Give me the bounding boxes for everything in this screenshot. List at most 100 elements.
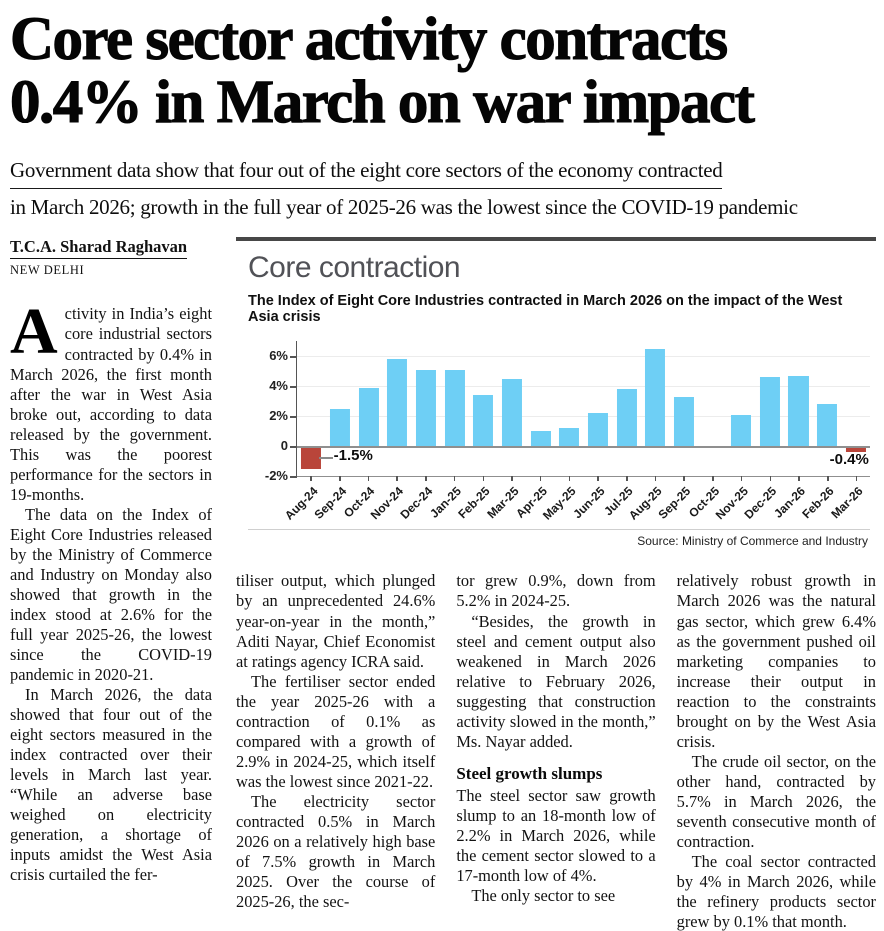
x-axis-tick bbox=[339, 476, 341, 482]
x-axis-tick-slot bbox=[640, 476, 669, 482]
chart-plot: -1.5% -0.4% 6% 4% 2% 0 -2% bbox=[265, 341, 870, 483]
x-axis-tick-slot bbox=[841, 476, 870, 482]
x-axis-tick bbox=[482, 476, 485, 482]
x-axis-tick-slot bbox=[583, 476, 612, 482]
annotation-last-bar: -0.4% bbox=[829, 451, 869, 469]
y-axis-tick bbox=[290, 386, 297, 388]
x-axis-tick-slot bbox=[554, 476, 583, 482]
gridline bbox=[297, 446, 870, 448]
headline-line-1: Core sector activity contracts bbox=[9, 6, 728, 73]
bar-Apr-25 bbox=[530, 431, 551, 447]
bar-slot bbox=[841, 341, 870, 476]
x-axis-label-slot: Mar-26 bbox=[828, 481, 870, 527]
x-axis-tick bbox=[683, 476, 685, 482]
bar-Mar-25 bbox=[501, 378, 522, 447]
x-axis-tick bbox=[396, 476, 398, 482]
bar-Dec-25 bbox=[759, 377, 780, 447]
bar-slot bbox=[756, 341, 785, 476]
x-axis-tick-slot bbox=[382, 476, 411, 482]
article-column-3: tor grew 0.9%, down from 5.2% in 2024-25… bbox=[456, 571, 655, 931]
bar-Nov-25 bbox=[731, 414, 752, 447]
article-paragraph: The only sector to see bbox=[471, 885, 616, 905]
x-axis-tick-slot bbox=[440, 476, 469, 482]
y-axis-label: -2% bbox=[264, 468, 288, 484]
bar-Jan-26 bbox=[788, 375, 809, 447]
article-paragraph: tor grew 0.9%, down from 5.2% in 2024-25… bbox=[456, 571, 656, 611]
bar-slot bbox=[326, 341, 355, 476]
x-axis-tick bbox=[310, 476, 312, 482]
x-axis-tick bbox=[367, 476, 370, 482]
annotation-first-bar: -1.5% bbox=[333, 447, 373, 465]
chart-source: Source: Ministry of Commerce and Industr… bbox=[248, 529, 870, 548]
bar-slot bbox=[584, 341, 613, 476]
dateline: NEW DELHI bbox=[10, 263, 85, 278]
chart-container: Core contraction The Index of Eight Core… bbox=[236, 237, 876, 555]
bar-slot bbox=[727, 341, 756, 476]
bar-Sep-24 bbox=[329, 408, 351, 447]
bar-slot bbox=[641, 341, 670, 476]
x-axis-tick bbox=[798, 476, 800, 482]
headline: Core sector activity contracts 0.4% in M… bbox=[9, 6, 876, 137]
x-axis-tick-slot bbox=[325, 476, 354, 482]
article-paragraph: In March 2026, the data showed that four… bbox=[10, 684, 212, 884]
y-axis-tick bbox=[290, 356, 297, 358]
author-name: T.C.A. Sharad Raghavan bbox=[10, 237, 188, 260]
column-4-paragraphs: relatively robust growth in March 2026 w… bbox=[677, 571, 876, 931]
bar-Feb-26 bbox=[817, 404, 838, 447]
bar-slot bbox=[612, 341, 641, 476]
headline-line-2: 0.4% in March on war impact bbox=[9, 69, 755, 137]
column-1-paragraphs: The data on the Index of Eight Core Indu… bbox=[10, 505, 212, 885]
lead-paragraph-text: ctivity in India’s eight core industrial… bbox=[10, 304, 212, 504]
x-axis-tick bbox=[769, 476, 772, 482]
y-axis-tick bbox=[290, 416, 297, 418]
byline: T.C.A. Sharad Raghavan NEW DELHI bbox=[10, 237, 212, 278]
x-axis-tick-slot bbox=[669, 476, 698, 482]
chart-top-rule bbox=[236, 237, 876, 242]
y-axis-label: 2% bbox=[269, 408, 288, 424]
article-right-section: Core contraction The Index of Eight Core… bbox=[236, 237, 876, 931]
bar-Nov-24 bbox=[387, 359, 408, 447]
x-axis-label: Aug-24 bbox=[281, 484, 321, 524]
gridline bbox=[297, 386, 870, 388]
bar-slot bbox=[440, 341, 469, 476]
bar-Mar-26 bbox=[845, 446, 866, 453]
chart-xlabels: Aug-24 Sep-24 Oct-24 Nov-24 Dec-24 Jan-25 Feb-… bbox=[282, 481, 870, 527]
bar-slot bbox=[670, 341, 699, 476]
x-axis-tick bbox=[568, 476, 571, 482]
bar-Oct-24 bbox=[358, 387, 379, 447]
article-paragraph: The steel sector saw growth slump to an … bbox=[456, 785, 656, 885]
y-axis-tick bbox=[290, 446, 297, 448]
bar-slot bbox=[555, 341, 584, 476]
bar-Aug-25 bbox=[645, 348, 666, 447]
x-axis-tick bbox=[597, 476, 599, 482]
bar-slot bbox=[813, 341, 842, 476]
article-paragraph: The coal sector contracted by 4% in Marc… bbox=[676, 851, 876, 931]
bar-Aug-24 bbox=[301, 446, 322, 469]
x-axis-tick-slot bbox=[784, 476, 813, 482]
x-axis-tick-slot bbox=[526, 476, 555, 482]
bar-slot bbox=[383, 341, 412, 476]
x-axis-tick-slot bbox=[612, 476, 641, 482]
section-subheading: Steel growth slumps bbox=[456, 763, 603, 783]
bar-slot bbox=[354, 341, 383, 476]
x-axis-tick-slot bbox=[411, 476, 440, 482]
x-axis-tick bbox=[712, 476, 714, 482]
bar-slot bbox=[469, 341, 498, 476]
y-axis-label: 4% bbox=[269, 378, 288, 394]
column-3-paragraphs-bottom: The steel sector saw growth slump to an … bbox=[456, 786, 655, 906]
x-axis-tick bbox=[539, 476, 542, 482]
bar-slot bbox=[498, 341, 527, 476]
column-3-paragraphs-top: tor grew 0.9%, down from 5.2% in 2024-25… bbox=[456, 571, 655, 751]
chart-plot-area: -1.5% -0.4% 6% 4% 2% 0 -2% Aug-24 Sep-24 Oct-2… bbox=[265, 341, 870, 527]
bar-slot bbox=[526, 341, 555, 476]
x-axis-tick bbox=[511, 476, 513, 482]
bar-Dec-24 bbox=[415, 369, 436, 447]
x-axis-tick-slot bbox=[353, 476, 382, 482]
bar-Feb-25 bbox=[473, 395, 494, 447]
x-axis-tick bbox=[855, 476, 858, 482]
bar-slot bbox=[784, 341, 813, 476]
gridline bbox=[297, 356, 870, 358]
article-paragraph: The data on the Index of Eight Core Indu… bbox=[10, 504, 212, 684]
